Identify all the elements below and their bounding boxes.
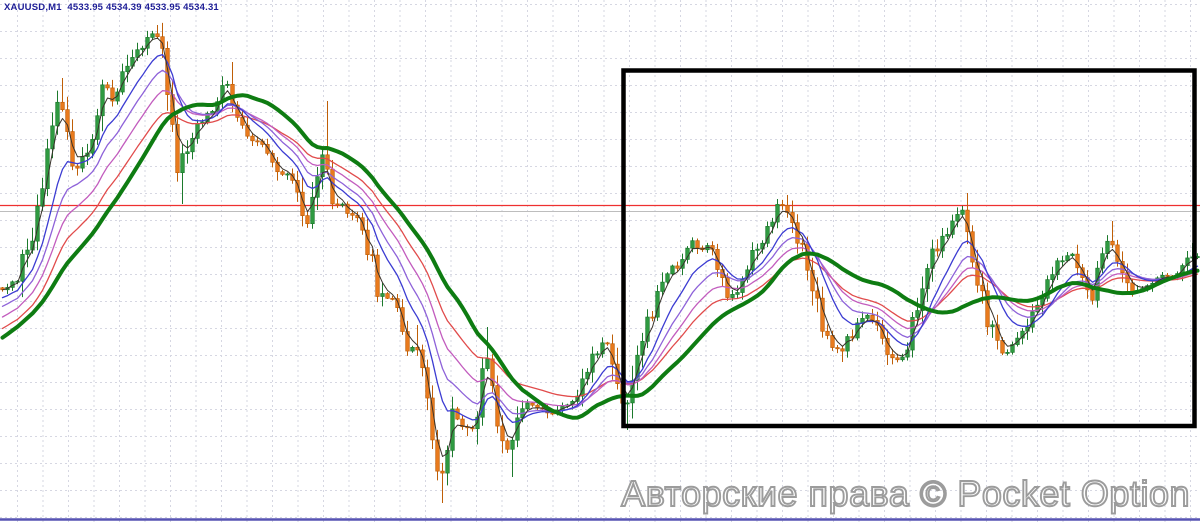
annotation-rectangle[interactable] <box>621 68 1197 429</box>
ma-fast-dark <box>2 37 1198 457</box>
candles-layer <box>0 22 1200 503</box>
watermark: Авторские права © Pocket Option <box>620 472 1190 515</box>
ma-green-slow <box>0 93 1200 420</box>
moving-averages-layer <box>0 37 1200 457</box>
symbol-ohlc-label: XAUUSD,M1 4533.95 4534.39 4533.95 4534.3… <box>4 2 219 13</box>
ma-violet <box>1 69 1199 415</box>
ma-magenta <box>1 90 1199 407</box>
